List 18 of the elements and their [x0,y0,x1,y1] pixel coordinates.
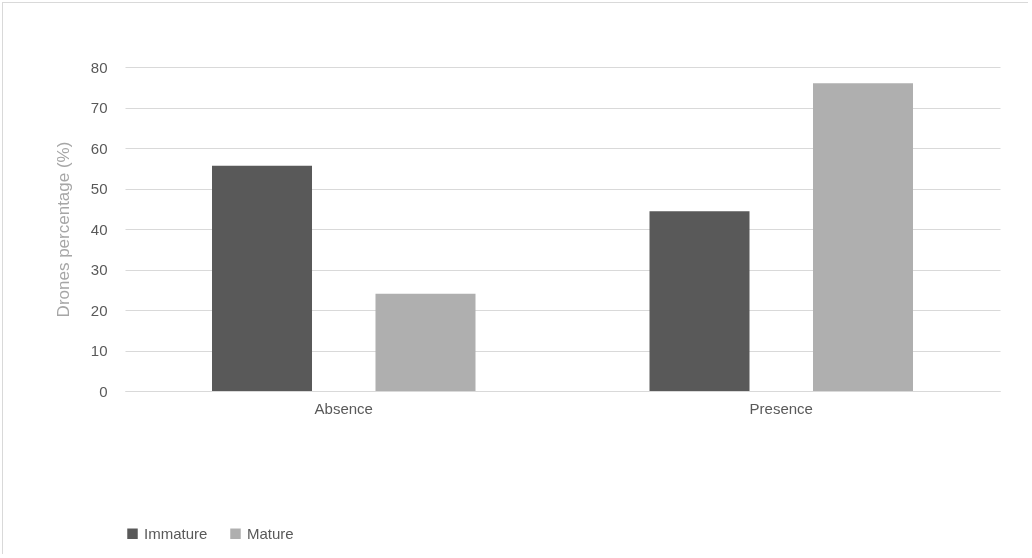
y-tick-label: 10 [90,342,108,359]
y-tick-label: 0 [99,382,108,400]
bar [812,83,913,391]
legend-label: Immature [144,524,208,542]
y-tick-label: 20 [90,301,108,319]
x-tick-label: Presence [749,399,813,417]
y-axis-title: Drones percentage (%) [53,141,73,318]
y-tick-label: 40 [90,220,108,238]
y-tick-label: 60 [90,139,108,157]
bar [649,211,750,391]
y-tick-label: 30 [90,261,108,278]
legend-label: Mature [247,524,294,542]
y-tick-label: 70 [90,99,108,116]
y-tick-label: 50 [90,180,108,197]
bar [375,293,476,391]
y-tick-label: 80 [90,58,108,76]
bar [212,165,313,391]
x-tick-label: Absence [314,399,373,417]
